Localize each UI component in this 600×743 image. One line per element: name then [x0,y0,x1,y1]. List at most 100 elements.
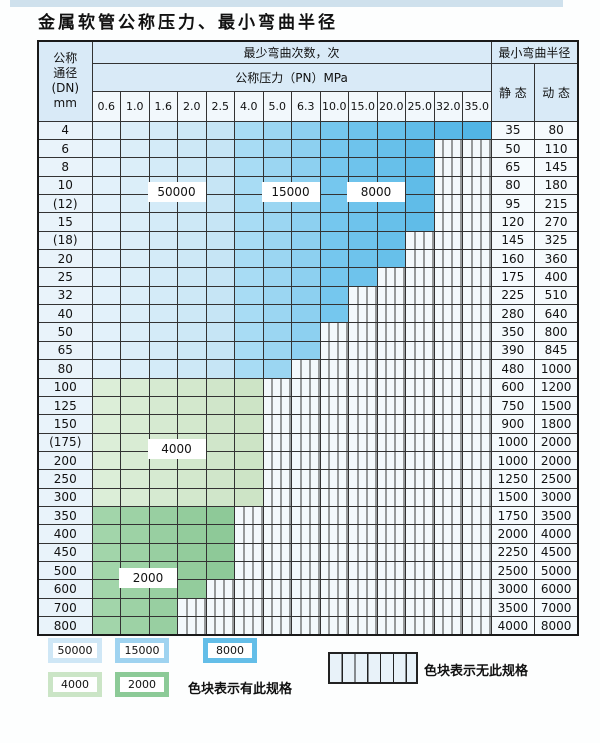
static-radius-cell: 1750 [490,506,536,526]
spec-cell [319,193,349,214]
pressure-tick: 25.0 [405,90,435,122]
no-spec-cell [319,597,349,618]
no-spec-cell [262,377,292,397]
no-spec-cell [319,616,349,636]
no-spec-cell [348,340,378,361]
static-radius-cell: 480 [490,359,536,379]
spec-cell [148,230,178,251]
no-spec-cell [262,414,292,434]
region-label-50000: 50000 [147,182,206,203]
static-radius-cell: 900 [490,414,536,434]
spec-cell [91,267,121,287]
spec-cell [91,579,121,599]
spec-cell [91,304,121,324]
no-spec-cell [462,561,492,581]
static-radius-cell: 145 [490,230,536,251]
dynamic-radius-cell: 325 [534,230,579,251]
spec-cell [234,432,264,452]
pressure-tick: 5.0 [262,90,292,122]
no-spec-cell [433,138,463,159]
no-spec-cell [433,285,463,306]
table-row: 4 35 80 [37,120,579,140]
dynamic-radius-cell: 360 [534,249,579,269]
spec-cell [262,359,292,379]
dynamic-radius-cell: 3500 [534,506,579,526]
no-spec-cell [319,450,349,471]
header-dn-line2: 通径 [53,66,78,81]
spec-cell [177,212,207,232]
no-spec-cell [376,506,406,526]
header-dn-line4: mm [53,96,77,111]
no-spec-cell [262,487,292,508]
pressure-tick: 1.0 [120,90,150,122]
no-spec-cell [262,450,292,471]
no-spec-cell [291,506,321,526]
dynamic-radius-cell: 845 [534,340,579,361]
static-radius-cell: 175 [490,267,536,287]
spec-cell [177,506,207,526]
spec-cell [120,487,150,508]
no-spec-cell [291,450,321,471]
spec-cell [91,395,121,416]
no-spec-cell [462,304,492,324]
table-row: 80 480 1000 [37,359,579,379]
dn-cell: 500 [37,561,93,581]
spec-cell [348,157,378,177]
dn-cell: 10 [37,175,93,195]
spec-cell [91,377,121,397]
dynamic-radius-cell: 5000 [534,561,579,581]
spec-cell [405,175,435,195]
spec-cell [291,267,321,287]
no-spec-cell [405,579,435,599]
spec-cell [262,157,292,177]
no-spec-cell [462,138,492,159]
spec-cell [205,267,235,287]
dynamic-radius-cell: 4000 [534,524,579,544]
spec-cell [177,230,207,251]
pressure-tick: 35.0 [462,90,492,122]
spec-cell [120,524,150,544]
spec-cell [262,212,292,232]
legend-swatch-label: 2000 [128,678,156,691]
spec-cell [262,304,292,324]
pressure-tick: 20.0 [376,90,406,122]
no-spec-cell [405,487,435,508]
dynamic-radius-cell: 7000 [534,597,579,618]
no-spec-cell [462,487,492,508]
spec-cell [205,322,235,342]
pressure-tick: 1.6 [148,90,178,122]
spec-cell [234,395,264,416]
spec-cell [405,212,435,232]
no-spec-cell [462,432,492,452]
no-spec-cell [234,561,264,581]
dn-cell: 65 [37,340,93,361]
no-spec-cell [433,542,463,563]
spec-cell [120,138,150,159]
dn-cell: 40 [37,304,93,324]
spec-cell [148,267,178,287]
no-spec-cell [405,249,435,269]
table-row: 250 1250 2500 [37,469,579,489]
no-spec-cell [319,395,349,416]
spec-cell [91,450,121,471]
spec-cell [348,212,378,232]
spec-cell [234,175,264,195]
static-radius-cell: 390 [490,340,536,361]
no-spec-cell [319,432,349,452]
no-spec-cell [405,506,435,526]
no-spec-cell [348,450,378,471]
static-radius-cell: 160 [490,249,536,269]
spec-cell [177,157,207,177]
no-spec-cell [433,340,463,361]
spec-cell [348,120,378,140]
spec-cell [234,212,264,232]
table-row: 8 65 145 [37,157,579,177]
spec-cell [262,340,292,361]
spec-cell [262,120,292,140]
no-spec-cell [291,469,321,489]
spec-cell [177,120,207,140]
no-spec-cell [348,395,378,416]
no-spec-cell [405,432,435,452]
spec-cell [205,230,235,251]
spec-cell [91,322,121,342]
